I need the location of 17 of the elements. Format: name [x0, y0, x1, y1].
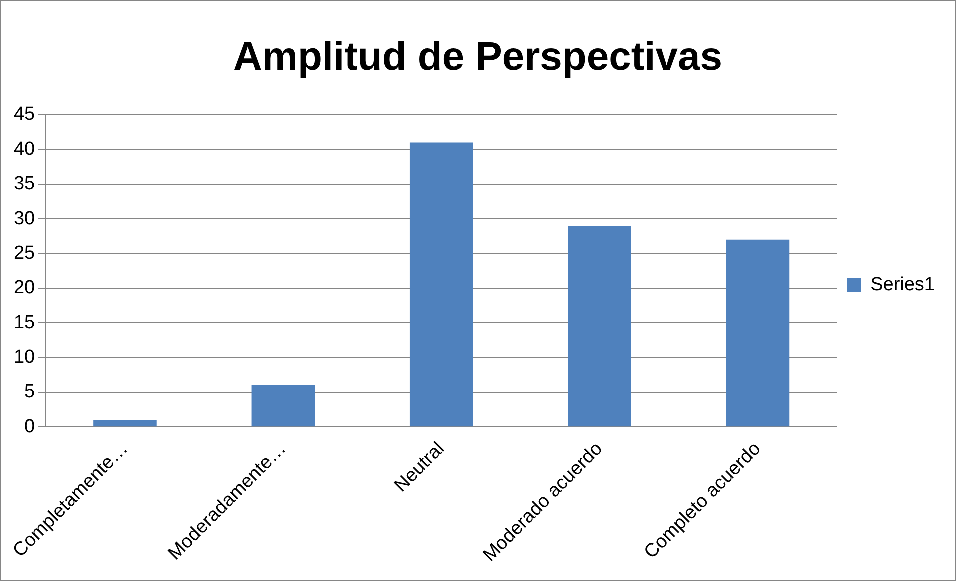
y-tick-label: 30 [14, 208, 36, 230]
y-tick-label: 45 [14, 104, 36, 126]
y-tick-label: 0 [24, 416, 36, 438]
y-tick-label: 20 [14, 278, 36, 299]
y-tick-label: 40 [14, 138, 36, 160]
bar [410, 142, 474, 427]
bar [568, 226, 632, 427]
bar [726, 240, 790, 427]
bar [252, 385, 316, 427]
chart-title: Amplitud de Perspectivas [233, 35, 723, 80]
legend-label: Series1 [870, 274, 935, 296]
y-tick-label: 35 [14, 174, 36, 195]
y-tick-label: 5 [24, 382, 36, 403]
y-tick-label: 10 [14, 346, 36, 368]
bar [94, 420, 157, 427]
y-tick-label: 15 [14, 312, 36, 334]
y-tick-label: 25 [14, 242, 36, 264]
